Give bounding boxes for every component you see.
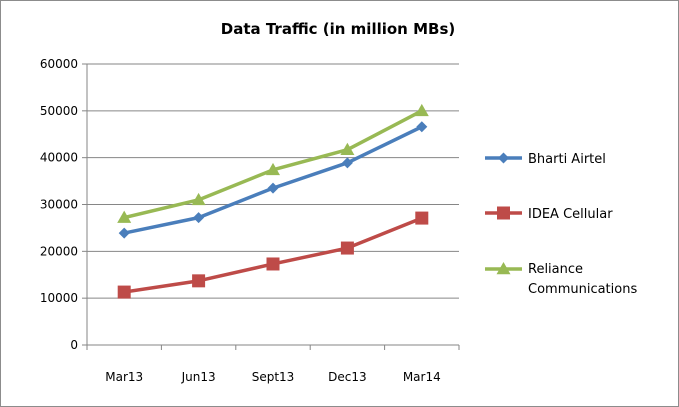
y-tick-label: 30000 xyxy=(40,198,78,212)
legend-item-idea-cellular: IDEA Cellular xyxy=(485,206,613,222)
data-point xyxy=(266,257,280,271)
y-tick-label: 50000 xyxy=(40,104,78,118)
data-point xyxy=(117,285,131,299)
y-tick-label: 40000 xyxy=(40,151,78,165)
legend-marker xyxy=(498,152,509,164)
legend-marker xyxy=(497,206,510,220)
x-tick-label: Mar14 xyxy=(403,370,441,384)
legend-label: Reliance Communications xyxy=(528,262,637,297)
series-line xyxy=(123,125,423,235)
legend-label: IDEA Cellular xyxy=(528,207,613,222)
data-point xyxy=(117,210,132,223)
y-tick-label: 0 xyxy=(70,338,78,352)
data-point xyxy=(118,227,130,239)
gridlines xyxy=(87,63,459,299)
data-point xyxy=(267,182,279,194)
x-tick-label: Dec13 xyxy=(328,370,367,384)
series-bharti-airtel xyxy=(118,121,428,239)
series-reliance-communications xyxy=(117,103,429,223)
series-lines xyxy=(117,103,429,299)
series-line xyxy=(123,216,423,294)
legend: Bharti Airtel IDEA Cellular Reliance Commun… xyxy=(485,152,637,297)
y-tick-label: 20000 xyxy=(40,244,78,258)
chart-title: Data Traffic (in million MBs) xyxy=(221,20,455,38)
x-tick-label: Mar13 xyxy=(105,370,143,384)
data-point xyxy=(192,274,206,288)
legend-label-line: Reliance xyxy=(528,262,583,277)
axes: 0 10000 20000 30000 40000 50000 60000 Mar13 Jun1… xyxy=(40,57,460,384)
x-tick-label: Sept13 xyxy=(252,370,295,384)
legend-item-bharti-airtel: Bharti Airtel xyxy=(485,152,606,167)
data-point xyxy=(341,157,353,169)
legend-label-line: Communications xyxy=(528,282,637,297)
legend-item-reliance-communications: Reliance Communications xyxy=(485,262,637,297)
legend-label: Bharti Airtel xyxy=(528,152,606,167)
data-point xyxy=(266,162,280,176)
data-point xyxy=(193,212,205,224)
data-point xyxy=(415,211,429,225)
data-point xyxy=(340,142,355,155)
series-idea-cellular xyxy=(117,211,429,299)
data-point xyxy=(340,241,354,255)
data-point xyxy=(191,192,206,206)
y-tick-label: 10000 xyxy=(40,291,78,305)
x-tick-label: Jun13 xyxy=(181,370,216,384)
y-tick-label: 60000 xyxy=(40,57,78,71)
legend-marker xyxy=(496,262,511,275)
data-point xyxy=(416,121,428,133)
data-point xyxy=(414,103,429,117)
